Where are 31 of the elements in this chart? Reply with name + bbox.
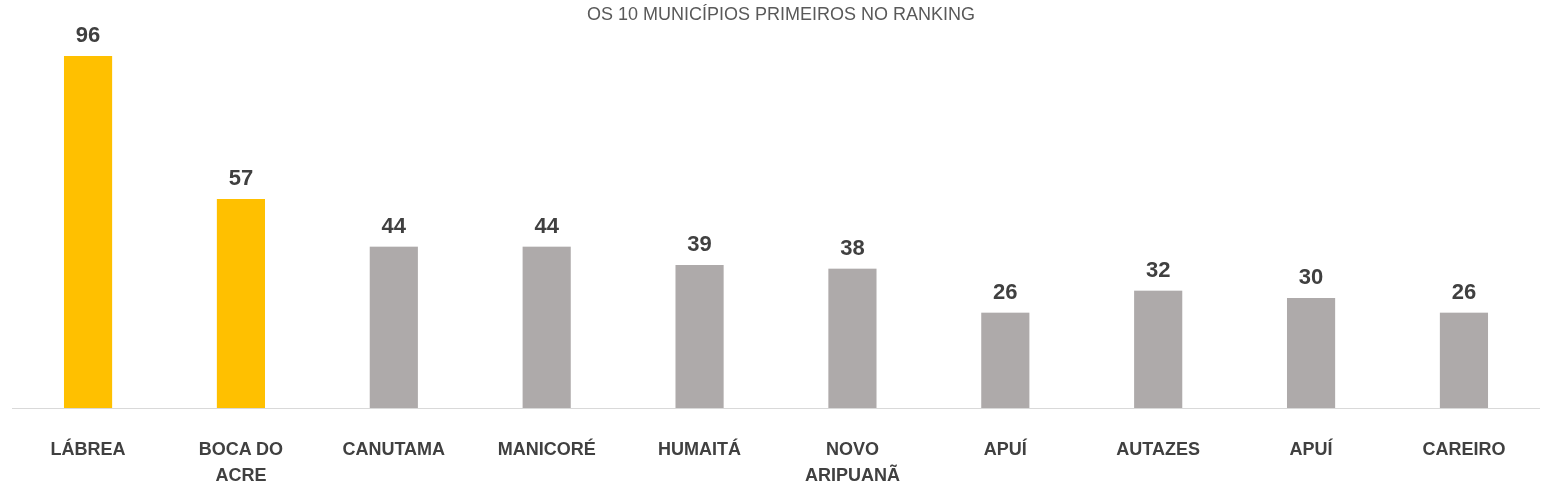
bar	[63, 56, 113, 408]
x-tick-label: HUMAITÁ	[658, 438, 742, 459]
data-label: 30	[1298, 264, 1324, 289]
x-tick-label: LÁBREA	[50, 438, 126, 459]
bar	[369, 246, 418, 408]
data-label: 57	[228, 165, 254, 190]
data-label: 44	[534, 212, 560, 238]
data-label: 39	[687, 231, 712, 256]
data-label: 96	[75, 22, 101, 47]
x-tick-label: APUÍ	[983, 438, 1028, 459]
x-tick-label: AUTAZES	[1116, 439, 1201, 459]
data-label: 26	[1451, 278, 1477, 304]
bar	[1286, 298, 1336, 408]
x-tick-label: BOCA DO ACRE	[198, 439, 284, 485]
x-tick-label: CAREIRO	[1422, 439, 1506, 459]
x-tick-label: NOVO ARIPUANÃ	[804, 439, 900, 485]
bar	[522, 246, 571, 408]
data-label: 26	[993, 278, 1018, 304]
bar	[1134, 290, 1183, 408]
x-tick-label: APUÍ	[1289, 438, 1334, 459]
bar	[828, 268, 877, 408]
bar	[216, 199, 266, 408]
bar	[675, 265, 724, 408]
data-label: 32	[1145, 256, 1171, 282]
chart-title: OS 10 MUNICÍPIOS PRIMEIROS NO RANKING	[586, 4, 976, 24]
data-label: 44	[381, 212, 407, 238]
data-label: 38	[840, 234, 865, 260]
x-tick-label: CANUTAMA	[342, 439, 446, 459]
x-tick-label: MANICORÉ	[497, 438, 596, 459]
bar	[981, 312, 1030, 408]
bar	[1439, 312, 1489, 408]
